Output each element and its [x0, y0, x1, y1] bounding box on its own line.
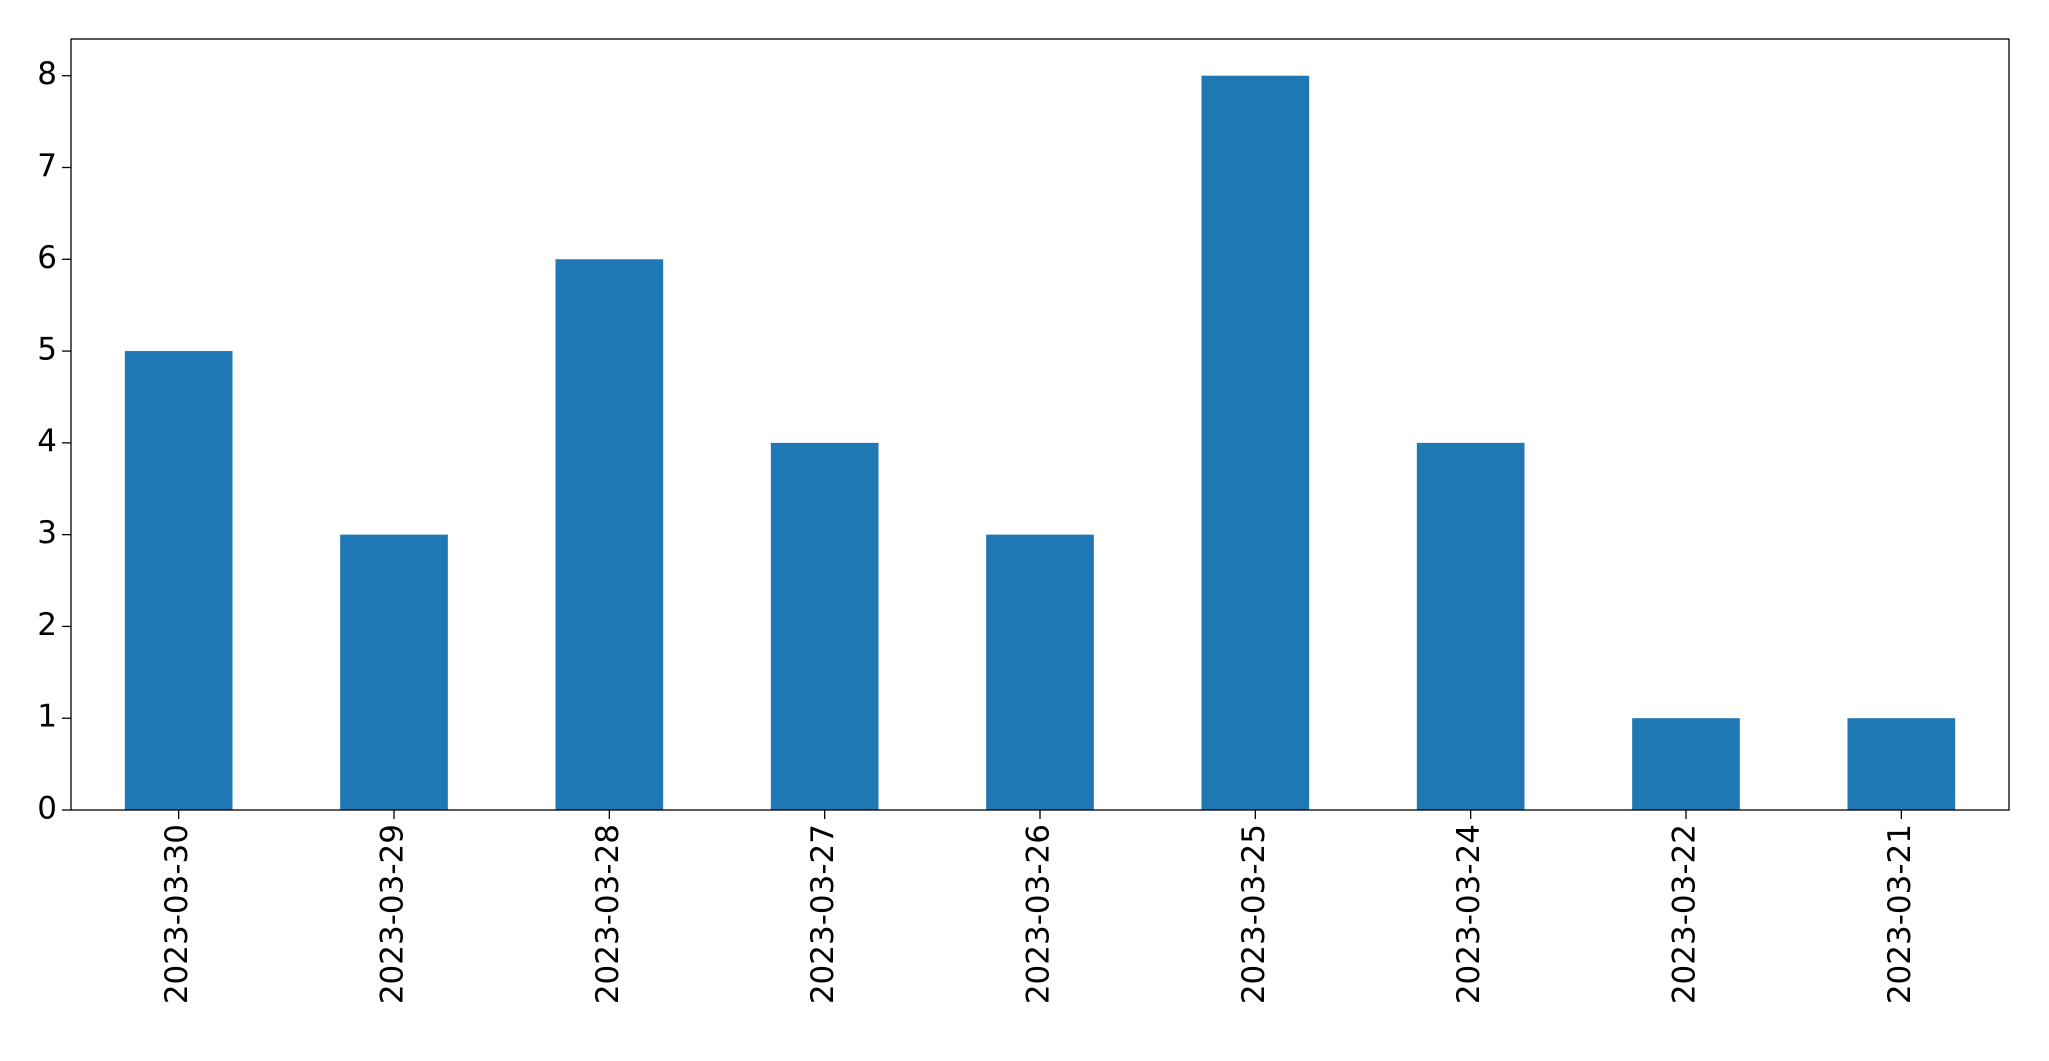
y-tick-label: 8 — [37, 56, 57, 92]
y-tick-label: 5 — [37, 332, 57, 368]
y-tick-label: 6 — [37, 240, 57, 276]
plot-frame — [70, 38, 2010, 811]
bar — [986, 534, 1094, 810]
x-tick-label: 2023-03-26 — [1021, 824, 1057, 1004]
bar — [1416, 442, 1525, 810]
x-tick-label: 2023-03-22 — [1667, 824, 1703, 1004]
x-tick-label: 2023-03-28 — [590, 824, 626, 1004]
x-tick-label: 2023-03-24 — [1451, 824, 1487, 1004]
y-tick-label: 0 — [37, 791, 57, 827]
bar — [340, 534, 448, 810]
x-tick-label: 2023-03-29 — [375, 824, 411, 1004]
x-tick-label: 2023-03-27 — [805, 824, 841, 1004]
bar — [1632, 718, 1740, 810]
x-tick-label: 2023-03-21 — [1882, 824, 1918, 1004]
y-tick-label: 4 — [37, 423, 57, 459]
y-tick-label: 1 — [37, 699, 57, 735]
bar — [1847, 718, 1956, 810]
bar — [770, 442, 879, 810]
x-tick-label: 2023-03-30 — [159, 824, 195, 1004]
y-tick-label: 3 — [37, 515, 57, 551]
y-tick-label: 7 — [37, 148, 57, 184]
bar — [1201, 75, 1310, 810]
x-tick-label: 2023-03-25 — [1236, 824, 1272, 1004]
bar — [555, 259, 664, 810]
y-tick-label: 2 — [37, 607, 57, 643]
bar — [124, 351, 233, 810]
